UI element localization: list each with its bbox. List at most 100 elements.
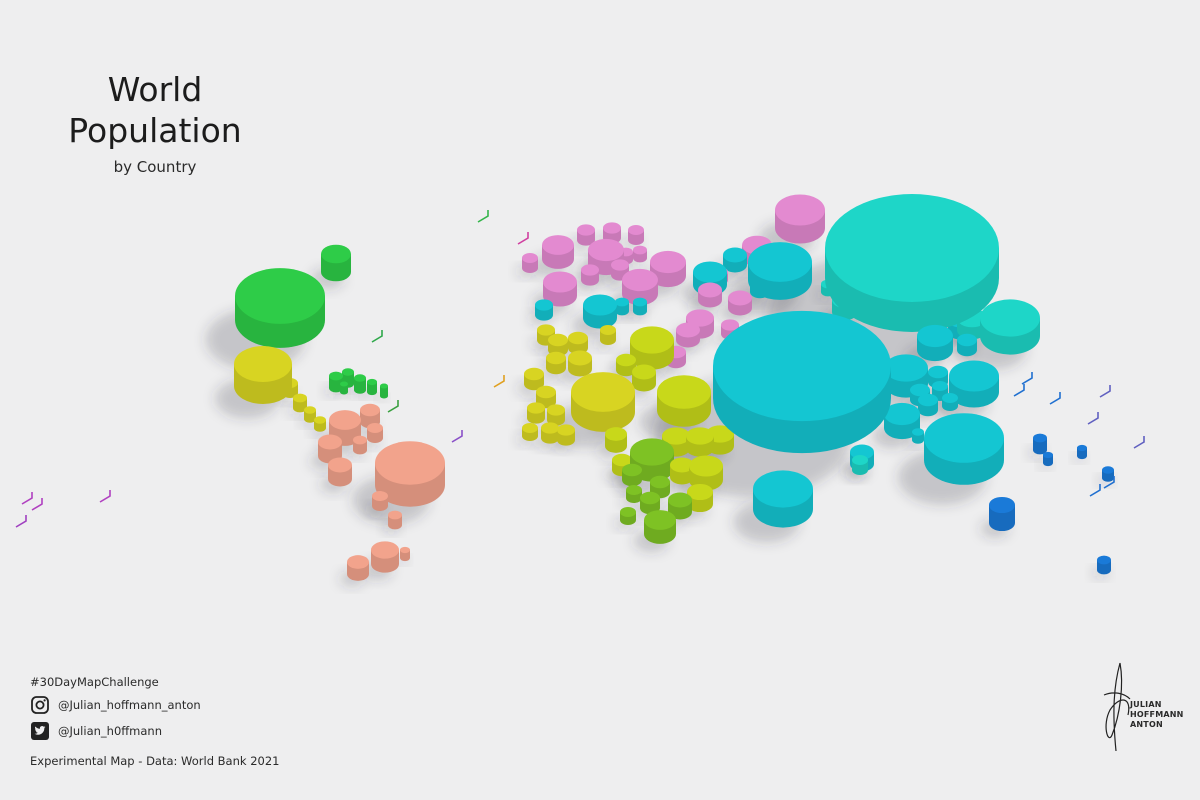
island-marker [517,232,529,245]
country-cylinder [723,247,747,273]
island-marker [493,375,505,388]
map-title-line1: World [107,70,203,109]
country-cylinder [577,224,595,246]
island-marker [451,430,463,443]
island-marker [99,490,111,503]
country-cylinder [1043,451,1053,467]
map-subtitle: by Country [113,158,197,176]
country-cylinder [557,424,575,446]
country-cylinder [670,457,694,485]
instagram-handle[interactable]: @Julian_hoffmann_anton [58,698,201,712]
country-cylinder [620,507,636,525]
country-cylinder [924,413,1004,485]
country-cylinder [605,427,627,453]
country-cylinder [541,422,559,444]
country-cylinder [354,374,366,394]
island-marker [387,400,399,413]
country-cylinder [400,546,410,562]
data-source-text: Experimental Map - Data: World Bank 2021 [30,754,280,768]
country-cylinder [547,404,565,426]
country-cylinder [321,244,351,282]
country-cylinder [372,491,388,511]
country-cylinder [535,299,553,321]
country-cylinder [980,299,1040,355]
country-cylinder [542,235,574,269]
country-cylinder [353,435,367,455]
twitter-row[interactable]: @Julian_h0ffmann [30,718,279,744]
country-cylinder [616,353,636,377]
country-cylinder [1033,433,1047,455]
country-cylinder [371,541,399,573]
island-marker [1013,384,1025,397]
country-cylinder [676,322,700,348]
country-cylinder [543,271,577,307]
country-cylinder [949,360,999,408]
country-cylinder [852,455,868,475]
country-cylinder [571,372,635,432]
signature-line3: ANTON [1130,720,1163,729]
country-cylinder [615,297,629,316]
country-cylinder [622,463,642,487]
country-cylinder [698,282,722,308]
island-marker [15,515,27,528]
country-cylinder [304,406,316,423]
country-cylinder [546,351,566,375]
island-marker [1021,372,1033,385]
country-cylinder [917,324,953,362]
island-marker [1089,484,1101,497]
country-cylinder [367,378,377,396]
island-marker [31,498,43,511]
country-cylinder [633,297,647,316]
island-marker [1099,385,1111,398]
country-cylinder [626,485,642,503]
instagram-row[interactable]: @Julian_hoffmann_anton [30,692,279,718]
country-cylinder [568,350,592,377]
island-marker [371,330,383,343]
country-cylinder [775,194,825,244]
country-cylinder [957,308,987,340]
country-cylinder [918,393,938,417]
country-cylinder [633,245,647,263]
hashtag-text: #30DayMapChallenge [30,675,159,689]
country-cylinder [600,325,616,345]
signature-line1: JULIAN [1130,700,1162,709]
island-marker [1087,412,1099,425]
signature-line2: HOFFMANN [1130,710,1184,719]
instagram-icon [31,696,49,714]
country-cylinder [328,457,352,487]
country-cylinder [728,290,752,316]
country-cylinder [957,333,977,357]
country-cylinder [687,483,713,513]
island-marker [477,210,489,223]
country-cylinder [329,371,343,393]
country-cylinder [1077,444,1087,460]
country-cylinder [522,423,538,441]
country-cylinder [527,402,545,424]
country-cylinder [293,393,307,413]
country-cylinder [1097,555,1111,575]
country-cylinder [388,510,402,530]
country-cylinder [713,310,891,454]
island-marker [1049,392,1061,405]
country-cylinder [235,268,325,348]
country-cylinder [753,470,813,528]
island-marker [1133,436,1145,449]
country-cylinder [234,346,292,404]
island-marker [21,492,33,505]
country-cylinder [380,383,388,399]
twitter-icon [31,722,49,740]
country-cylinder [340,381,348,395]
country-cylinder [375,441,445,507]
signature-text: JULIAN HOFFMANN ANTON [1130,700,1184,730]
map-title-line2: Population [68,111,242,150]
country-cylinder [347,555,369,581]
map-title-block: World Population by Country [50,70,260,176]
signature-mark [1103,662,1131,752]
twitter-handle[interactable]: @Julian_h0ffmann [58,724,163,738]
country-cylinder [989,496,1015,532]
country-cylinder [524,367,544,391]
credits: #30DayMapChallenge @Julian_hoffmann_anto… [30,672,279,774]
country-cylinder [628,225,644,245]
country-cylinder [686,427,714,457]
